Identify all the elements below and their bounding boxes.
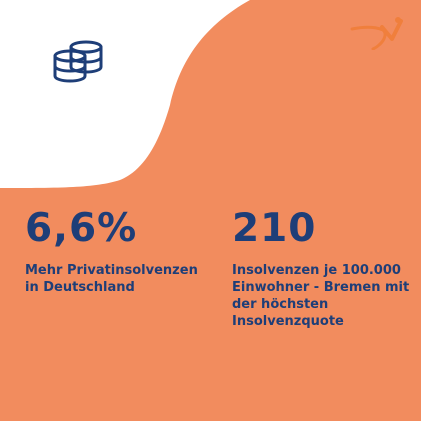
stat-private-insolvencies: 6,6% Mehr Privatinsolvenzen in Deutschla… [25,198,205,296]
coins-stack-icon [53,40,103,83]
stat-description: Mehr Privatinsolvenzen in Deutschland [25,263,198,295]
stat-value: 210 [232,206,317,251]
brand-logo-icon [350,17,403,50]
stat-insolvency-rate: 210 Insolvenzen je 100.000 Einwohner - B… [232,198,418,330]
stat-description: Insolvenzen je 100.000 Einwohner - Breme… [232,263,410,329]
stat-value: 6,6% [25,206,138,251]
